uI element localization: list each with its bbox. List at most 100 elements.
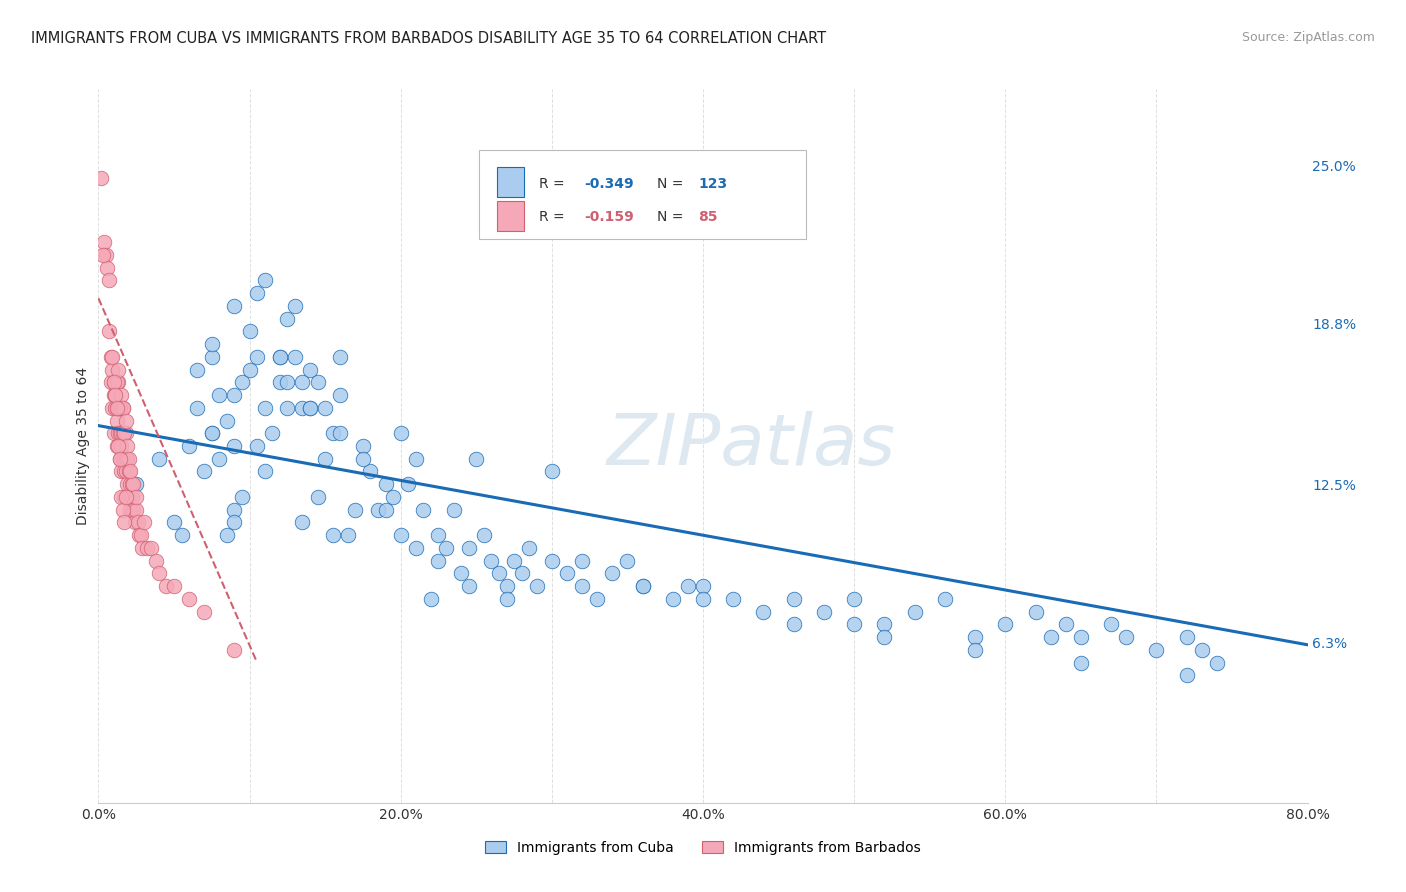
Point: [155, 579, 177, 593]
Point: [224, 439, 246, 453]
Point: [374, 502, 396, 516]
Point: [783, 591, 806, 606]
Point: [723, 591, 745, 606]
Point: [224, 643, 246, 657]
Point: [239, 362, 262, 376]
Point: [752, 605, 775, 619]
Point: [616, 554, 638, 568]
Point: [299, 401, 322, 415]
Point: [517, 541, 540, 555]
Text: R =: R =: [538, 177, 568, 191]
Point: [111, 426, 134, 441]
Point: [307, 490, 329, 504]
Point: [208, 451, 231, 466]
Point: [1070, 630, 1092, 644]
Point: [103, 376, 125, 390]
Point: [122, 477, 145, 491]
Point: [94, 248, 117, 262]
Point: [276, 311, 298, 326]
Point: [994, 617, 1017, 632]
Point: [510, 566, 533, 581]
Point: [844, 617, 866, 632]
Point: [103, 426, 125, 441]
Text: Source: ZipAtlas.com: Source: ZipAtlas.com: [1241, 31, 1375, 45]
Point: [111, 401, 134, 415]
Point: [107, 426, 129, 441]
Point: [1054, 617, 1077, 632]
Point: [465, 451, 488, 466]
Point: [111, 502, 134, 516]
Point: [163, 516, 186, 530]
Point: [314, 401, 336, 415]
Point: [322, 426, 344, 441]
Point: [571, 554, 593, 568]
Point: [352, 439, 374, 453]
Point: [231, 490, 253, 504]
Point: [873, 630, 896, 644]
Point: [110, 439, 132, 453]
Point: [108, 451, 131, 466]
Point: [104, 388, 127, 402]
Point: [322, 528, 344, 542]
Point: [434, 541, 457, 555]
Point: [105, 401, 128, 415]
Point: [120, 502, 142, 516]
Point: [112, 451, 135, 466]
Point: [110, 426, 132, 441]
Text: 123: 123: [699, 177, 727, 191]
Point: [112, 426, 135, 441]
Point: [121, 477, 143, 491]
Point: [692, 591, 714, 606]
Point: [488, 566, 510, 581]
Point: [374, 477, 396, 491]
FancyBboxPatch shape: [479, 150, 806, 239]
Point: [692, 579, 714, 593]
Point: [107, 362, 129, 376]
Point: [495, 591, 517, 606]
Point: [631, 579, 654, 593]
Point: [224, 516, 246, 530]
Point: [105, 413, 128, 427]
Point: [540, 465, 562, 479]
Point: [111, 451, 134, 466]
Point: [253, 401, 276, 415]
Point: [108, 401, 131, 415]
Point: [112, 465, 135, 479]
Point: [1070, 656, 1092, 670]
Point: [602, 566, 624, 581]
Point: [269, 376, 291, 390]
Point: [495, 579, 517, 593]
Point: [201, 426, 224, 441]
Point: [352, 451, 374, 466]
Point: [1115, 630, 1137, 644]
Point: [96, 260, 118, 275]
Point: [336, 528, 359, 542]
Point: [934, 591, 956, 606]
Point: [193, 465, 215, 479]
Point: [631, 579, 654, 593]
Point: [127, 516, 149, 530]
Point: [125, 490, 148, 504]
Point: [128, 528, 150, 542]
Point: [141, 541, 163, 555]
Point: [103, 376, 125, 390]
Point: [443, 502, 465, 516]
Text: N =: N =: [657, 177, 688, 191]
Point: [367, 502, 389, 516]
Point: [107, 376, 129, 390]
Point: [104, 388, 127, 402]
Point: [186, 401, 208, 415]
Text: N =: N =: [657, 211, 688, 225]
Point: [246, 439, 269, 453]
Point: [253, 465, 276, 479]
Point: [262, 426, 284, 441]
Text: -0.159: -0.159: [585, 211, 634, 225]
Point: [472, 528, 495, 542]
Point: [114, 465, 136, 479]
Point: [813, 605, 835, 619]
Point: [208, 388, 231, 402]
Point: [110, 465, 132, 479]
Point: [427, 528, 450, 542]
Point: [101, 350, 124, 364]
Point: [215, 413, 238, 427]
